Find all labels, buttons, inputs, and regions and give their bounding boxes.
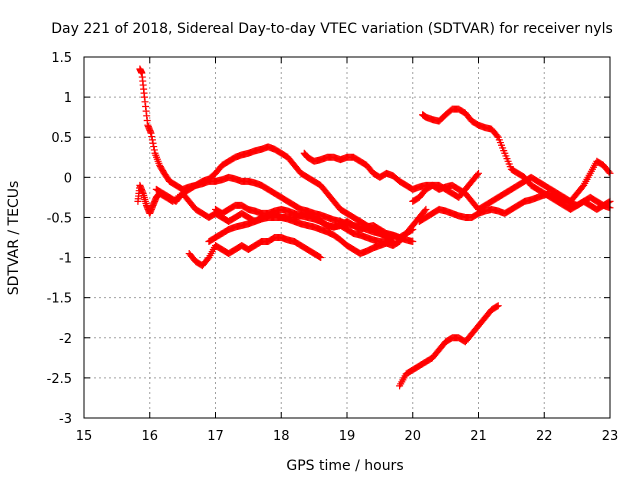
- data-point: [150, 146, 158, 154]
- x-tick-label: 22: [536, 429, 553, 444]
- x-tick-label: 19: [339, 429, 356, 444]
- data-point: [421, 207, 429, 215]
- x-tick-label: 16: [141, 429, 158, 444]
- x-tick-label: 20: [404, 429, 421, 444]
- y-tick-label: 0: [64, 171, 72, 186]
- y-tick-label: -2.5: [47, 372, 72, 387]
- series-arc-8: [419, 105, 614, 213]
- x-tick-label: 18: [273, 429, 290, 444]
- series-arc-11: [409, 169, 482, 205]
- data-point: [317, 254, 325, 262]
- data-point: [148, 133, 156, 141]
- y-tick-label: -0.5: [47, 211, 72, 226]
- data-point: [493, 302, 501, 310]
- x-tick-label: 23: [602, 429, 619, 444]
- data-markers: [134, 65, 614, 390]
- data-point: [493, 132, 501, 140]
- data-point: [409, 238, 417, 246]
- data-point: [605, 168, 613, 176]
- chart-title: Day 221 of 2018, Sidereal Day-to-day VTE…: [51, 21, 613, 37]
- y-tick-label: -1.5: [47, 292, 72, 307]
- y-tick-label: -2: [59, 332, 72, 347]
- x-tick-label: 15: [76, 429, 93, 444]
- x-tick-label: 21: [470, 429, 487, 444]
- y-tick-labels: 1.5 1 0.5 0 -0.5 -1 -1.5 -2 -2.5 -3: [47, 51, 72, 427]
- plot-frame: [83, 56, 611, 419]
- x-axis-label: GPS time / hours: [286, 458, 403, 474]
- data-point: [149, 139, 157, 147]
- y-tick-label: -1: [59, 252, 72, 267]
- y-tick-label: 1.5: [51, 51, 72, 66]
- series-arc-4: [185, 234, 325, 270]
- data-point: [494, 302, 502, 310]
- x-tick-labels: 15 16 17 18 19 20 21 22 23: [76, 429, 619, 444]
- series-arc-7: [300, 149, 614, 213]
- y-axis-label: SDTVAR / TECUs: [6, 181, 22, 296]
- data-point: [605, 198, 613, 206]
- data-point: [147, 129, 155, 137]
- series-arc-10: [415, 189, 614, 225]
- grid-lines: [84, 57, 610, 418]
- x-tick-label: 17: [207, 429, 224, 444]
- y-tick-label: 1: [64, 91, 72, 106]
- data-point: [475, 169, 482, 177]
- series-arc-9: [396, 302, 502, 390]
- y-tick-label: 0.5: [51, 131, 72, 146]
- data-point: [422, 205, 430, 213]
- data-point: [150, 143, 158, 151]
- series-arc-6: [212, 201, 430, 250]
- data-point: [316, 253, 324, 261]
- y-tick-label: -3: [59, 412, 72, 427]
- data-point: [473, 171, 481, 179]
- data-point: [148, 136, 156, 144]
